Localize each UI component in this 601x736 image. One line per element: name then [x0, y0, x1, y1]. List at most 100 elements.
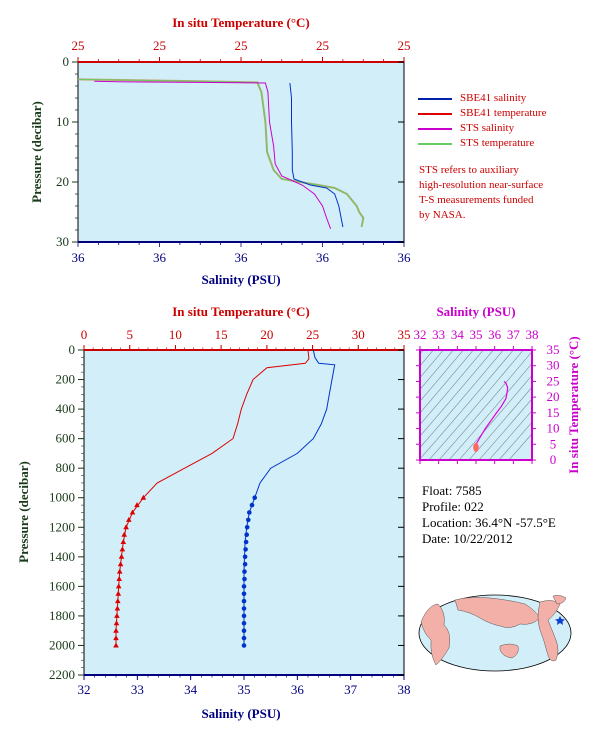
ts-diagram-right-axis-label: In situ Temperature (°C) — [566, 336, 581, 474]
ts-right-tick-label: 25 — [547, 373, 560, 388]
top-tick-label: 10 — [169, 327, 182, 342]
ts-curve — [475, 380, 509, 449]
temperature-marker — [114, 605, 121, 611]
top-chart-bottom-ticks: 36 36 36 36 36 — [72, 242, 411, 265]
float-id: Float: 7585 — [422, 483, 482, 498]
salinity-marker — [241, 613, 247, 619]
y-tick-label: 0 — [63, 54, 70, 69]
ts-top-tick-label: 38 — [526, 327, 539, 342]
ts-right-tick-label: 15 — [547, 405, 560, 420]
main-chart-y-ticks: 0 200 400 600 800 1000 1200 1400 1600 1800 2000 220… — [49, 342, 404, 682]
legend-label: STS temperature — [460, 137, 535, 149]
y-tick-label: 1600 — [49, 578, 75, 593]
salinity-marker — [247, 510, 252, 515]
top-chart-top-axis-label: In situ Temperature (°C) — [172, 15, 310, 30]
salinity-marker — [244, 532, 249, 537]
map-land-australia — [499, 643, 519, 659]
ts-right-tick-label: 0 — [550, 452, 557, 467]
ts-right-tick-label: 10 — [547, 421, 560, 436]
ts-right-tick-label: 5 — [550, 436, 557, 451]
y-tick-label: 30 — [56, 234, 69, 249]
top-chart-ylabel: Pressure (decibar) — [29, 101, 44, 203]
top-chart-top-ticks: 25 25 25 25 25 — [72, 38, 411, 62]
legend-swatch — [418, 98, 452, 100]
series-line-sbe41-salinity — [289, 82, 344, 228]
sts-note: STS refers to auxiliary high-resolution … — [419, 163, 543, 223]
legend-label: SBE41 salinity — [460, 92, 527, 104]
main-chart-series — [113, 349, 336, 648]
salinity-marker — [241, 598, 247, 604]
ts-top-tick-label: 36 — [488, 327, 502, 342]
y-tick-label: 20 — [56, 174, 69, 189]
top-tick-label: 5 — [126, 327, 133, 342]
ts-top-tick-label: 33 — [432, 327, 445, 342]
world-map — [418, 594, 572, 672]
ts-right-tick-label: 30 — [547, 358, 560, 373]
main-chart-ylabel: Pressure (decibar) — [16, 461, 31, 563]
map-land-eurasia — [454, 597, 541, 628]
temperature-marker — [129, 509, 136, 515]
y-tick-label: 10 — [56, 114, 69, 129]
ts-diagram: Salinity (PSU) 32 33 34 35 36 37 38 0510152025… — [414, 304, 582, 474]
top-tick-label: 25 — [153, 38, 166, 53]
legend-swatch — [418, 113, 452, 115]
temperature-marker — [140, 494, 147, 500]
top-tick-label: 0 — [81, 327, 88, 342]
legend-swatch — [418, 128, 452, 130]
isopycnal-line — [438, 351, 532, 460]
salinity-marker — [241, 621, 247, 626]
top-tick-label: 25 — [306, 327, 319, 342]
bottom-tick-label: 35 — [238, 682, 251, 697]
temperature-marker — [115, 590, 122, 596]
series-line-sts-temperature — [77, 78, 364, 228]
temperature-marker — [134, 502, 140, 508]
sts-note-line: T-S measurements funded — [419, 194, 534, 206]
legend-item-sbe41-temperature: SBE41 temperature — [418, 107, 546, 119]
temperature-marker — [120, 539, 127, 544]
legend-item-sts-temperature: STS temperature — [418, 137, 535, 149]
salinity-marker — [252, 495, 257, 501]
map-land-americas-east — [420, 603, 451, 666]
isopycnal-line — [508, 433, 532, 460]
profile-number: Profile: 022 — [422, 499, 484, 514]
salinity-marker — [241, 584, 247, 589]
map-land-americas-west — [537, 600, 561, 662]
sts-note-line: high-resolution near-surface — [419, 179, 544, 191]
ts-diagram-top-axis-label: Salinity (PSU) — [436, 304, 515, 319]
temperature-marker — [115, 583, 122, 589]
main-chart: In situ Temperature (°C) 0 5 10 15 20 25 30 35 … — [16, 304, 411, 721]
ts-deep-cluster-marker — [473, 442, 479, 452]
y-tick-label: 400 — [56, 401, 76, 416]
salinity-marker — [249, 502, 255, 508]
temperature-marker — [113, 642, 119, 648]
ts-top-tick-label: 35 — [470, 327, 483, 342]
salinity-marker — [242, 569, 247, 574]
temperature-marker — [126, 516, 132, 522]
main-chart-xlabel: Salinity (PSU) — [201, 706, 280, 721]
top-tick-label: 25 — [235, 38, 248, 53]
bottom-tick-label: 34 — [184, 682, 198, 697]
top-tick-label: 30 — [352, 327, 365, 342]
salinity-marker — [242, 561, 248, 567]
y-tick-label: 800 — [56, 460, 76, 475]
temperature-marker — [116, 568, 123, 574]
y-tick-label: 200 — [56, 372, 76, 387]
salinity-profile-line — [243, 349, 336, 646]
bottom-tick-label: 36 — [235, 250, 249, 265]
isopycnal-line — [458, 374, 532, 460]
ts-top-tick-label: 34 — [451, 327, 465, 342]
top-chart-series — [77, 78, 365, 229]
top-tick-label: 25 — [72, 38, 85, 53]
y-tick-label: 1800 — [49, 608, 75, 623]
salinity-marker — [246, 517, 251, 523]
ts-diagram-series — [473, 380, 509, 452]
isopycnal-line — [448, 362, 532, 460]
main-chart-top-ticks: 0 5 10 15 20 25 30 35 — [81, 327, 411, 350]
ts-top-tick-label: 37 — [507, 327, 521, 342]
float-location: Location: 36.4°N -57.5°E — [422, 515, 556, 530]
y-tick-label: 2200 — [49, 667, 75, 682]
bottom-tick-label: 36 — [72, 250, 86, 265]
temperature-marker — [121, 531, 127, 537]
